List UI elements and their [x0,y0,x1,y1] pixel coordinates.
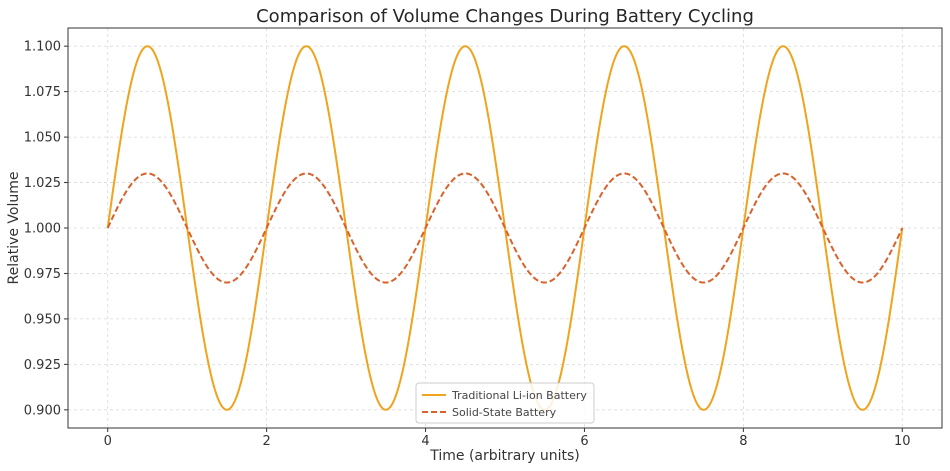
legend-label-li-ion: Traditional Li-ion Battery [451,389,587,402]
x-tick-label: 8 [739,434,747,449]
y-tick-label: 0.900 [24,403,61,418]
series-line-solid-state [106,172,904,284]
legend-label-solid-state: Solid-State Battery [452,406,557,419]
legend-box [415,382,595,424]
x-axis-title: Time (arbitrary units) [429,448,579,464]
grid-lines [68,28,942,428]
y-tick-label: 0.925 [24,358,61,373]
y-tick-label: 1.075 [24,85,61,100]
x-tick-label: 10 [894,434,911,449]
y-tick-label: 0.975 [24,267,61,282]
y-axis-title: Relative Volume [6,172,22,285]
y-axis-ticks: 0.900 0.925 0.950 0.975 1.000 1.025 1.050 1.075… [24,40,68,418]
chart-title: Comparison of Volume Changes During Batt… [256,6,754,27]
x-tick-label: 0 [104,434,112,449]
y-tick-label: 1.000 [24,222,61,237]
y-tick-label: 1.050 [24,131,61,146]
x-tick-label: 4 [421,434,429,449]
series-lines [106,45,904,411]
y-tick-label: 1.025 [24,176,61,191]
legend: Traditional Li-ion Battery Solid-State B… [415,382,595,424]
y-tick-label: 0.950 [24,312,61,327]
y-tick-label: 1.100 [24,40,61,55]
x-tick-label: 2 [262,434,270,449]
x-axis-ticks: 0 2 4 6 8 10 [104,428,911,449]
x-tick-label: 6 [580,434,588,449]
